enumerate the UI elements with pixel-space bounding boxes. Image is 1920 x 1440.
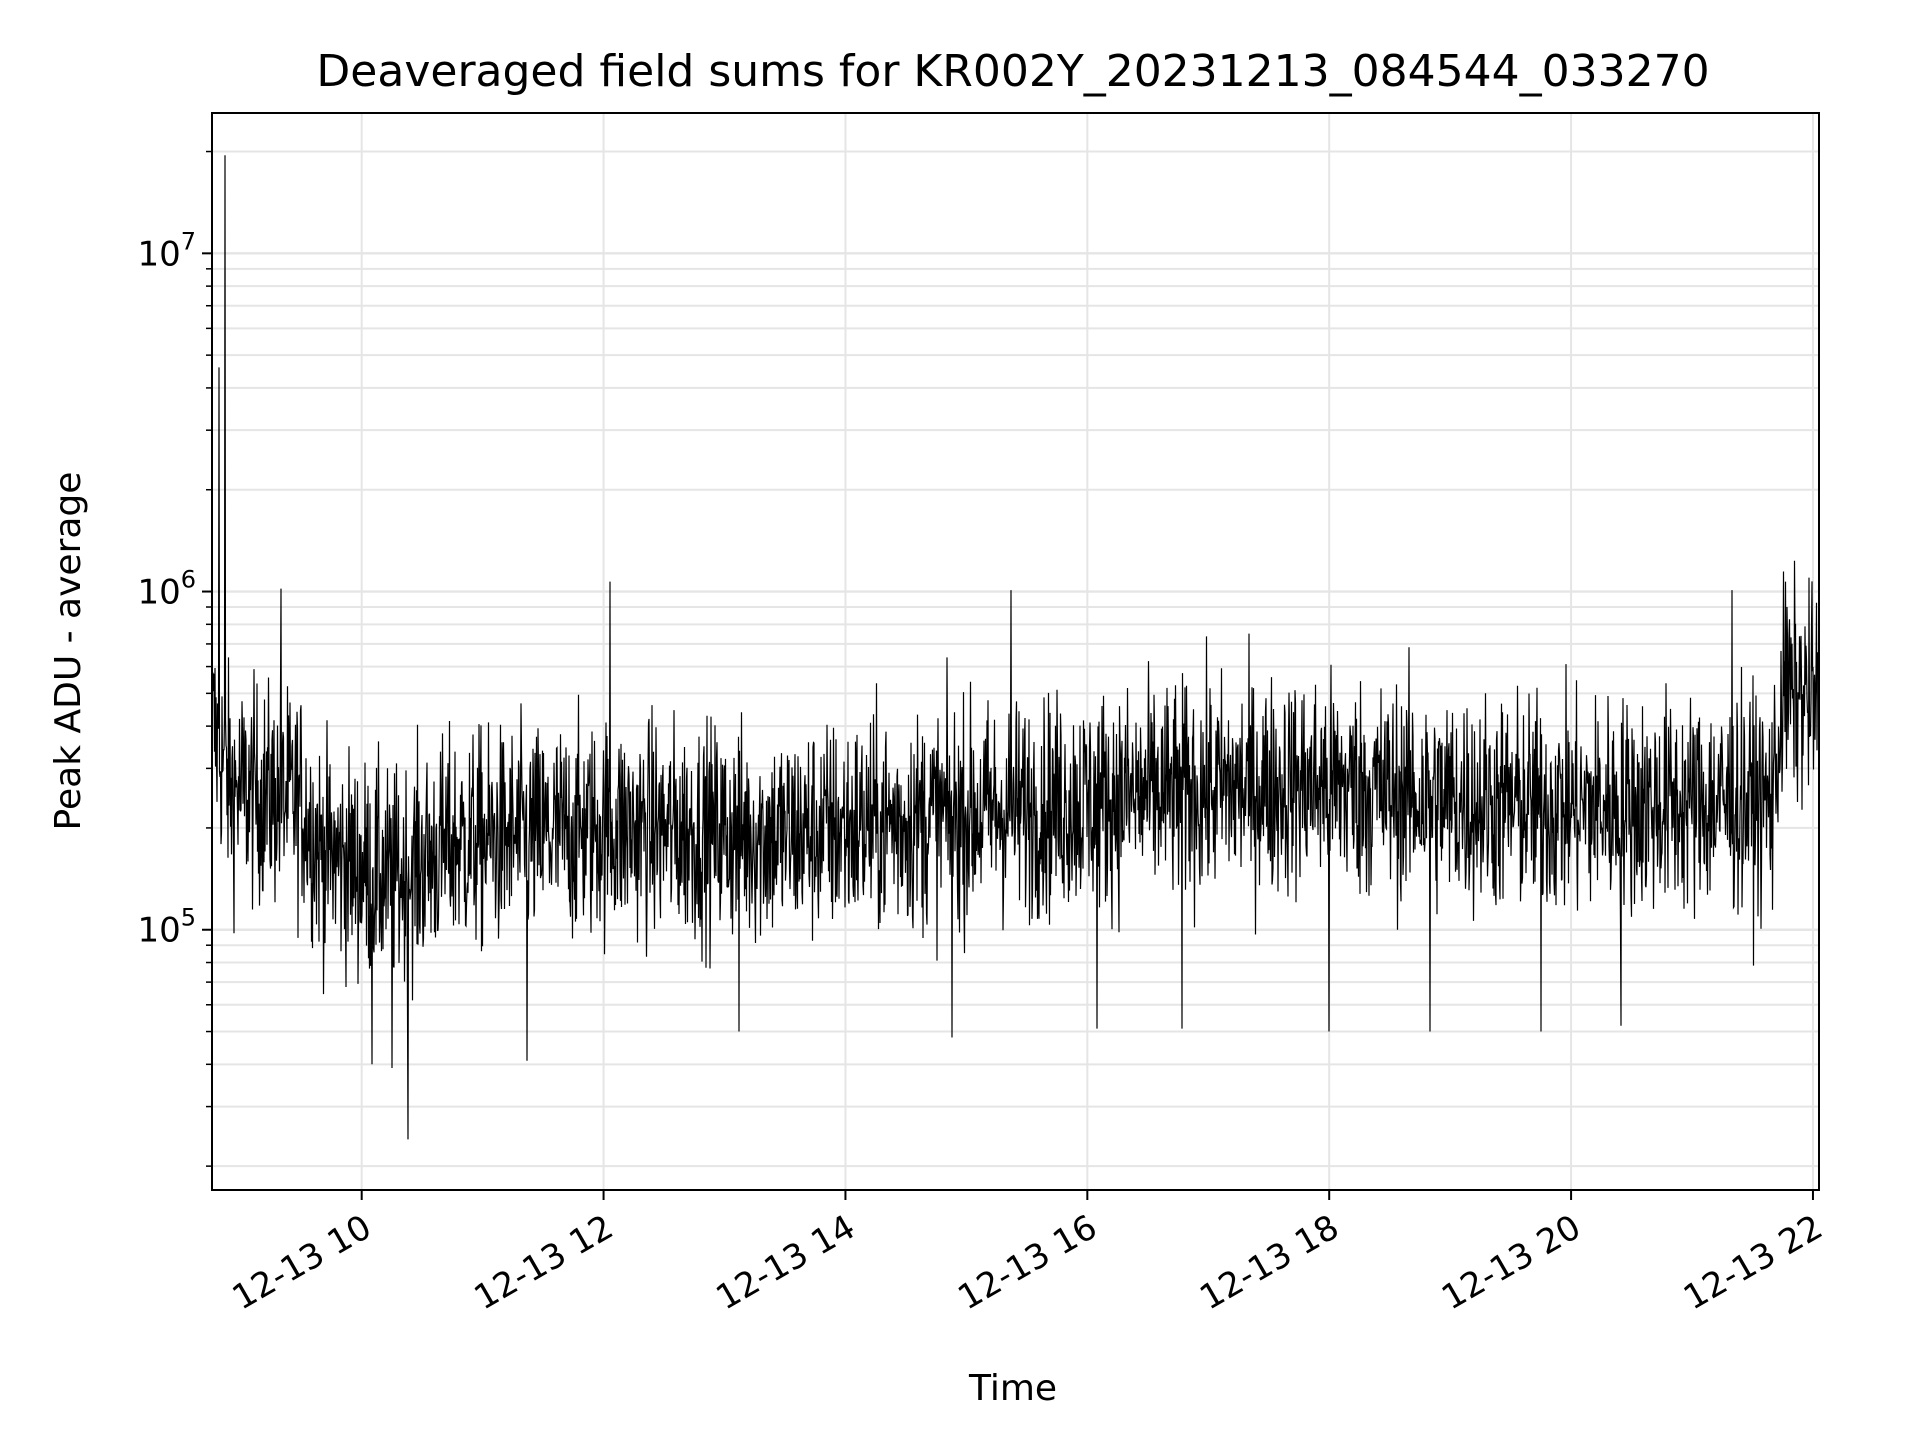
- series: [212, 155, 1819, 1140]
- y-tick-label: 105: [137, 904, 196, 951]
- y-axis: 105 106 107: [137, 150, 212, 1167]
- x-axis-label: Time: [968, 1368, 1057, 1409]
- y-axis-label: Peak ADU - average: [48, 472, 89, 831]
- y-tick-label: 107: [137, 227, 196, 274]
- series-line: [212, 155, 1819, 1140]
- y-tick-label: 106: [137, 566, 196, 613]
- plot-frame: [211, 112, 1820, 1191]
- chart-title: Deaveraged field sums for KR002Y_2023121…: [316, 46, 1709, 97]
